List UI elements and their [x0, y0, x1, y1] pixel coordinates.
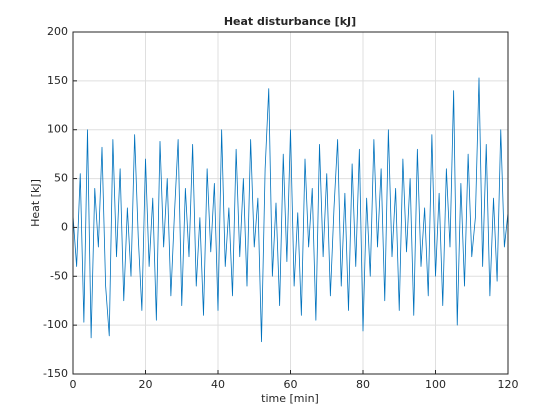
- y-tick-label: 200: [47, 25, 68, 38]
- plot: [72, 77, 509, 343]
- ticks: -150 -100 -50 0 50 100 150 200 0 20 40 60 80 100 120: [43, 25, 518, 391]
- y-tick-label: -50: [50, 269, 68, 282]
- y-tick-label: -100: [43, 318, 68, 331]
- y-tick-label: 150: [47, 74, 68, 87]
- x-tick-label: 40: [211, 378, 225, 391]
- chart-title: Heat disturbance [kJ]: [224, 15, 356, 28]
- x-tick-label: 80: [356, 378, 370, 391]
- x-tick-label: 60: [284, 378, 298, 391]
- y-axis-label: Heat [kJ]: [29, 179, 42, 227]
- y-tick-label: 0: [61, 220, 68, 233]
- data-line: [72, 77, 509, 343]
- y-tick-label: -150: [43, 367, 68, 380]
- x-tick-label: 0: [70, 378, 77, 391]
- x-tick-label: 120: [498, 378, 519, 391]
- x-tick-label: 20: [139, 378, 153, 391]
- x-axis-label: time [min]: [261, 392, 319, 405]
- x-tick-label: 100: [425, 378, 446, 391]
- y-tick-label: 50: [54, 172, 68, 185]
- y-tick-label: 100: [47, 123, 68, 136]
